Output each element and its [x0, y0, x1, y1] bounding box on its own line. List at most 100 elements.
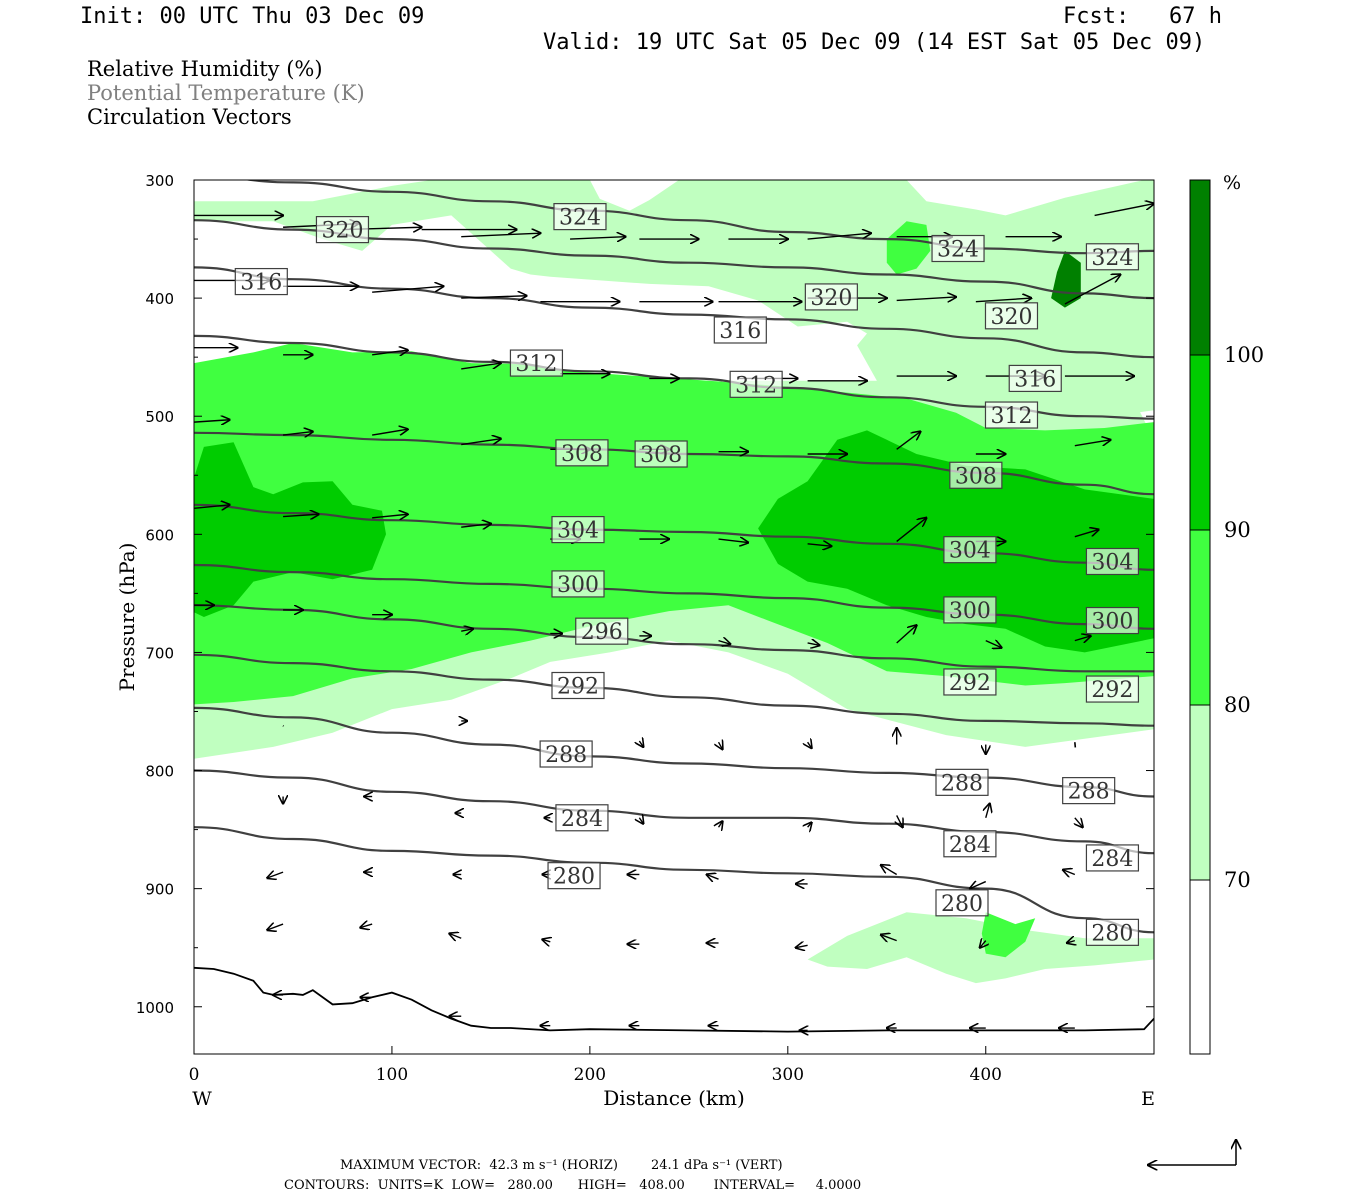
contour-label-box — [1085, 844, 1140, 872]
x-tick-label: 300 — [772, 1065, 804, 1085]
x-tick-label: 200 — [574, 1065, 606, 1085]
contour-label-text: 304 — [557, 519, 599, 544]
vector-arrow — [808, 823, 812, 828]
contour-label-312: 312 — [984, 401, 1039, 429]
contour-label-box — [509, 349, 564, 377]
contour-label-text: 292 — [949, 671, 991, 696]
contour-label-text: 324 — [1091, 246, 1133, 271]
legend-rh: Relative Humidity (%) — [87, 57, 323, 81]
contour-label-box — [555, 804, 609, 832]
vector-arrow — [570, 237, 625, 239]
vector-arrow — [372, 350, 408, 355]
rh-region-80 — [981, 912, 1036, 958]
vector-arrow — [1094, 204, 1154, 217]
contour-label-box — [551, 570, 605, 598]
contour-label-300: 300 — [551, 570, 605, 598]
vector-layer — [194, 204, 1154, 1031]
vector-arrow — [970, 882, 987, 889]
legend-vectors: Circulation Vectors — [87, 105, 292, 129]
contour-label-box — [943, 830, 997, 858]
terrain-layer — [194, 966, 1154, 1033]
colorbar-segment — [1190, 530, 1210, 705]
contour-label-text: 308 — [561, 442, 603, 467]
axis-layer: 300 400 500 600 700 800 900 1000 0 100 200 300 400 W E… — [115, 172, 1155, 1110]
contour-label-text: 324 — [559, 206, 601, 231]
contour-label-text: 316 — [1014, 367, 1056, 392]
forecast-hour-label: Fcst: 67 h — [1063, 4, 1222, 29]
contour-label-text: 280 — [1091, 921, 1133, 946]
terrain-line — [194, 966, 1154, 1033]
contour-label-304: 304 — [943, 536, 997, 564]
vector-arrow — [719, 821, 723, 827]
contour-label-text: 280 — [941, 892, 983, 917]
rh-region-80 — [886, 221, 931, 275]
contour-label-text: 284 — [1091, 847, 1133, 872]
vector-arrow — [461, 439, 501, 446]
contour-label-text: 300 — [557, 573, 599, 598]
contour-label-text: 304 — [949, 539, 991, 564]
contour-info-note: CONTOURS: UNITS=K LOW= 280.00 HIGH= 408.… — [284, 1178, 862, 1193]
contour-label-320: 320 — [804, 283, 858, 311]
contour-label-292: 292 — [1085, 675, 1140, 703]
contour-label-308: 308 — [634, 440, 688, 468]
contour-label-box — [234, 267, 288, 296]
contour-label-text: 316 — [240, 271, 282, 296]
contour-label-box — [984, 302, 1039, 330]
contour-label-304: 304 — [551, 515, 605, 544]
init-time-label: Init: 00 UTC Thu 03 Dec 09 — [80, 4, 425, 29]
vector-arrow — [639, 818, 643, 824]
reference-vector-icon — [1148, 1140, 1236, 1165]
plot-area: 320 324 316 324 324 320 320 316 312 312 316 312 308 3… — [194, 180, 1154, 1033]
y-tick-label: 500 — [145, 408, 174, 426]
contour-label-text: 280 — [553, 865, 595, 890]
contour-label-box — [1085, 918, 1140, 946]
contour-label-text: 296 — [581, 620, 623, 645]
vector-arrow — [897, 815, 903, 827]
colorbar-segment — [1190, 355, 1210, 530]
contour-label-box — [551, 671, 605, 700]
theta-contour-296 — [194, 604, 1154, 673]
contour-label-284: 284 — [943, 830, 997, 858]
contour-label-box — [949, 461, 1003, 489]
contour-label-296: 296 — [575, 617, 629, 645]
valid-time-label: Valid: 19 UTC Sat 05 Dec 09 (14 EST Sat … — [543, 30, 1206, 55]
colorbar-unit: % — [1223, 172, 1241, 194]
contour-label-text: 284 — [949, 833, 991, 858]
vector-arrow — [896, 518, 927, 542]
vector-arrow — [985, 641, 1002, 648]
contour-label-box — [634, 440, 688, 468]
contour-label-text: 312 — [990, 404, 1032, 429]
vector-arrow — [283, 514, 319, 516]
contour-label-text: 300 — [949, 599, 991, 624]
vector-arrow — [1074, 742, 1077, 748]
vector-arrow — [360, 924, 373, 928]
vector-arrow — [1064, 274, 1120, 305]
contour-label-box — [539, 740, 593, 768]
contour-label-320: 320 — [984, 302, 1039, 330]
vector-arrow — [707, 874, 719, 879]
rh-fill-layer — [194, 180, 1154, 984]
vector-arrow — [1067, 941, 1075, 943]
contour-label-text: 320 — [321, 219, 363, 244]
vector-arrow — [372, 286, 443, 293]
contour-label-text: 308 — [955, 464, 997, 489]
vector-arrow — [194, 505, 230, 509]
contour-label-box — [935, 768, 989, 796]
rh-region-90 — [194, 442, 386, 617]
contour-label-box — [547, 862, 601, 890]
vector-arrow — [896, 432, 921, 450]
theta-contour-324 — [243, 180, 1154, 255]
vector-arrow — [1063, 870, 1076, 875]
vector-arrow — [719, 742, 723, 749]
y-tick-label: 800 — [145, 763, 174, 781]
contour-label-text: 320 — [990, 305, 1032, 330]
max-vector-note: MAXIMUM VECTOR: 42.3 m s⁻¹ (HORIZ) 24.1 … — [340, 1158, 783, 1173]
contour-label-320: 320 — [315, 216, 370, 244]
vector-arrow — [896, 625, 917, 644]
vector-arrow — [718, 539, 749, 543]
colorbar-tick-label: 70 — [1224, 868, 1251, 892]
vector-arrow — [267, 924, 284, 930]
contour-label-box — [713, 316, 767, 344]
theta-contour-288 — [194, 706, 1154, 798]
contour-label-text: 316 — [719, 319, 761, 344]
